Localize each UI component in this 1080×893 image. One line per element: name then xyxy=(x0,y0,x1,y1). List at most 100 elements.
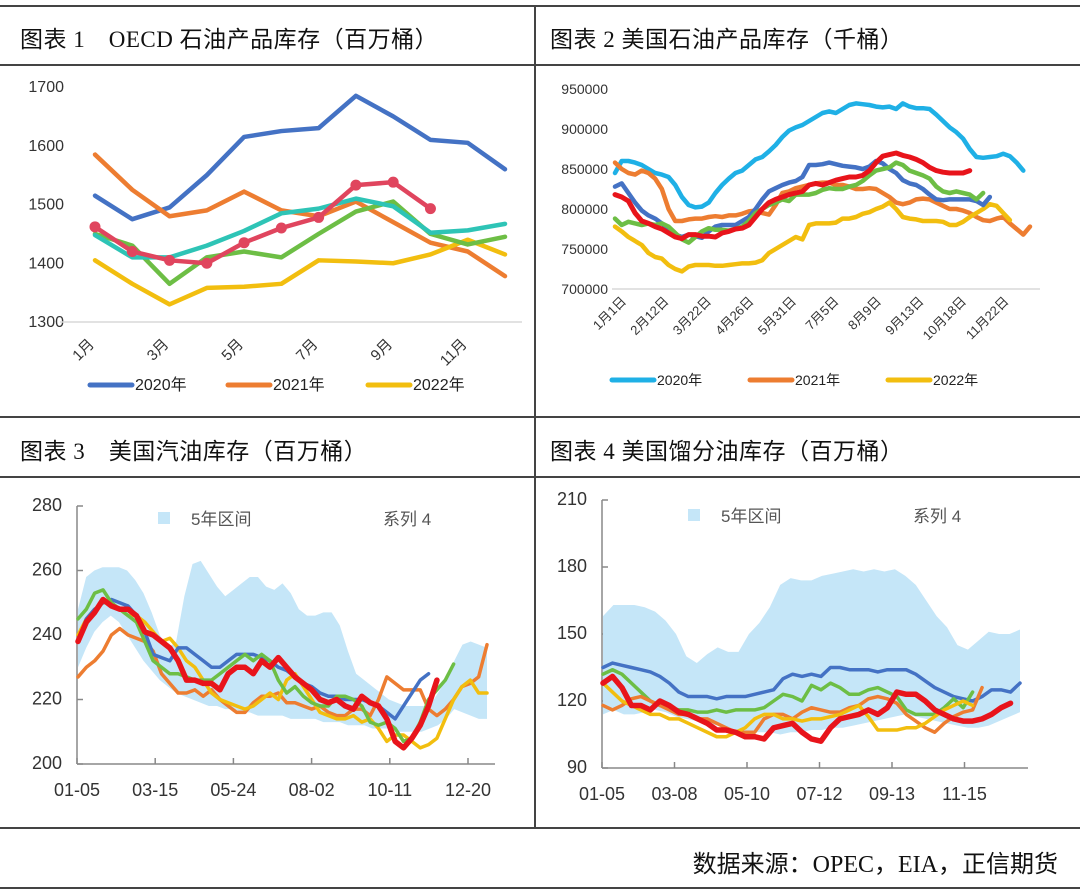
chart2-series-line xyxy=(612,150,973,242)
chart1-data-point xyxy=(89,221,101,233)
chart4-series-line xyxy=(600,673,1014,744)
middle-rule xyxy=(0,416,1080,418)
chart3-ytick-label: 200 xyxy=(32,753,62,773)
chart2-xtick-label: 5月31日 xyxy=(755,294,799,338)
chart3-plot: 200 220 240 260 280 01-05 03-15 05-24 08-02 10-11… xyxy=(32,495,495,800)
chart4-ytick-label: 90 xyxy=(567,757,587,777)
chart4-title: 图表 4 美国馏分油库存（百万桶） xyxy=(550,439,904,464)
chart1-data-point xyxy=(126,246,138,257)
chart2-title: 图表 2 美国石油产品库存（千桶） xyxy=(550,27,904,52)
footer-rule xyxy=(0,887,1080,889)
chart2-ytick-label: 900000 xyxy=(561,121,608,137)
chart2-plot: 700000 750000 800000 850000 900000 950000 1月1日… xyxy=(561,81,1040,388)
chart4-xtick-label: 03-08 xyxy=(651,784,697,804)
chart3-series-line xyxy=(76,601,489,750)
column-divider xyxy=(534,5,536,829)
chart1-title: 图表 1 OECD 石油产品库存（百万桶） xyxy=(20,27,439,52)
chart4-xtick-label: 09-13 xyxy=(869,784,915,804)
chart1-data-point xyxy=(387,176,399,188)
chart1-xtick-label: 7月 xyxy=(293,336,322,365)
chart4-xtick-label: 05-10 xyxy=(724,784,770,804)
chart2-legend-label: 2021年 xyxy=(795,372,840,388)
chart4-series-line xyxy=(601,681,975,739)
chart1-series-line xyxy=(92,237,508,307)
chart1-data-point xyxy=(238,237,250,249)
chart1-ytick-label: 1300 xyxy=(28,314,64,331)
chart3-xtick-label: 01-05 xyxy=(54,780,100,800)
chart1-data-point xyxy=(424,203,436,215)
chart3-series-line xyxy=(75,596,440,751)
chart2-xtick-label: 11月22日 xyxy=(963,294,1012,343)
chart1-xtick-label: 5月 xyxy=(218,336,247,365)
chart2-xtick-label: 7月5日 xyxy=(802,294,841,333)
chart2-series-line xyxy=(612,160,986,245)
chart1-plot: 1300 1400 1500 1600 1700 1月 3月 5月 7月 9月 11月 2020年 20… xyxy=(28,79,522,394)
chart2-xtick-label: 1月1日 xyxy=(590,294,629,333)
chart1-ytick-label: 1700 xyxy=(28,79,64,96)
chart3-ytick-label: 240 xyxy=(32,624,62,644)
chart4-ytick-label: 180 xyxy=(557,556,587,576)
chart1-data-point xyxy=(164,254,176,266)
chart1-series-line xyxy=(92,93,508,222)
chart4-legend-label: 5年区间 xyxy=(721,507,781,526)
chart4-xtick-label: 11-15 xyxy=(942,784,987,804)
chart1-legend-label: 2020年 xyxy=(135,376,187,394)
chart1-legend-label: 2021年 xyxy=(273,376,325,394)
chart3-legend-label: 系列 4 xyxy=(383,510,431,529)
chart1-data-point xyxy=(350,179,362,191)
data-source: 数据来源：OPEC，EIA，正信期货 xyxy=(692,852,1058,878)
chart4-series-line xyxy=(601,661,1022,703)
chart1-xtick-label: 3月 xyxy=(144,336,173,365)
chart4-xtick-label: 07-12 xyxy=(796,784,842,804)
chart1-xtick-label: 11月 xyxy=(437,336,471,370)
chart1-xtick-label: 1月 xyxy=(69,336,98,365)
top-rule xyxy=(0,5,1080,7)
chart2-series-line xyxy=(612,200,1013,274)
chart1-series-line xyxy=(92,152,508,279)
title-rule-bottom xyxy=(0,476,1080,478)
chart3-legend-label: 5年区间 xyxy=(191,510,251,529)
chart2-xtick-label: 8月9日 xyxy=(845,294,884,333)
chart1-ytick-label: 1500 xyxy=(28,197,64,214)
chart1-data-point xyxy=(313,211,325,223)
chart2-xtick-label: 3月22日 xyxy=(670,294,714,338)
chart2-xtick-label: 4月26日 xyxy=(712,294,756,338)
chart3-ytick-label: 260 xyxy=(32,560,62,580)
chart3-ytick-label: 220 xyxy=(32,689,62,709)
chart1-xtick-label: 9月 xyxy=(367,336,396,365)
chart2-legend-label: 2020年 xyxy=(657,372,702,388)
chart3-title: 图表 3 美国汽油库存（百万桶） xyxy=(20,439,368,464)
chart1-ytick-label: 1600 xyxy=(28,138,64,155)
chart4-plot: 90 120 150 180 210 01-05 03-08 05-10 07-12 09-13 1… xyxy=(557,489,1028,804)
chart3-xtick-label: 12-20 xyxy=(445,780,491,800)
chart2-xtick-label: 10月18日 xyxy=(920,294,969,343)
chart3-xtick-label: 08-02 xyxy=(289,780,335,800)
chart2-ytick-label: 950000 xyxy=(561,81,608,97)
chart1-series-line xyxy=(92,199,508,287)
chart2-xtick-label: 2月12日 xyxy=(627,294,671,338)
chart4-ytick-label: 210 xyxy=(557,489,587,509)
chart1-legend-label: 2022年 xyxy=(413,376,465,394)
chart2-ytick-label: 850000 xyxy=(561,161,608,177)
chart2-ytick-label: 750000 xyxy=(561,241,608,257)
chart3-xtick-label: 10-11 xyxy=(367,780,412,800)
chart3-xtick-label: 05-24 xyxy=(210,780,256,800)
chart1-data-point xyxy=(201,257,213,269)
chart2-series-line xyxy=(612,101,1026,210)
chart1-series-line xyxy=(92,179,433,266)
bottom-rule xyxy=(0,827,1080,829)
chart2-ytick-label: 700000 xyxy=(561,281,608,297)
chart3-legend-swatch xyxy=(158,512,170,524)
chart3-5yr-range-band xyxy=(78,560,487,732)
chart2-ytick-label: 800000 xyxy=(561,201,608,217)
chart4-legend-swatch xyxy=(688,509,700,521)
chart4-ytick-label: 150 xyxy=(557,623,587,643)
chart1-ytick-label: 1400 xyxy=(28,255,64,272)
chart4-xtick-label: 01-05 xyxy=(579,784,625,804)
chart2-legend-label: 2022年 xyxy=(933,372,978,388)
title-rule-top xyxy=(0,64,1080,66)
chart3-xtick-label: 03-15 xyxy=(132,780,178,800)
chart4-ytick-label: 120 xyxy=(557,690,587,710)
chart3-ytick-label: 280 xyxy=(32,495,62,515)
